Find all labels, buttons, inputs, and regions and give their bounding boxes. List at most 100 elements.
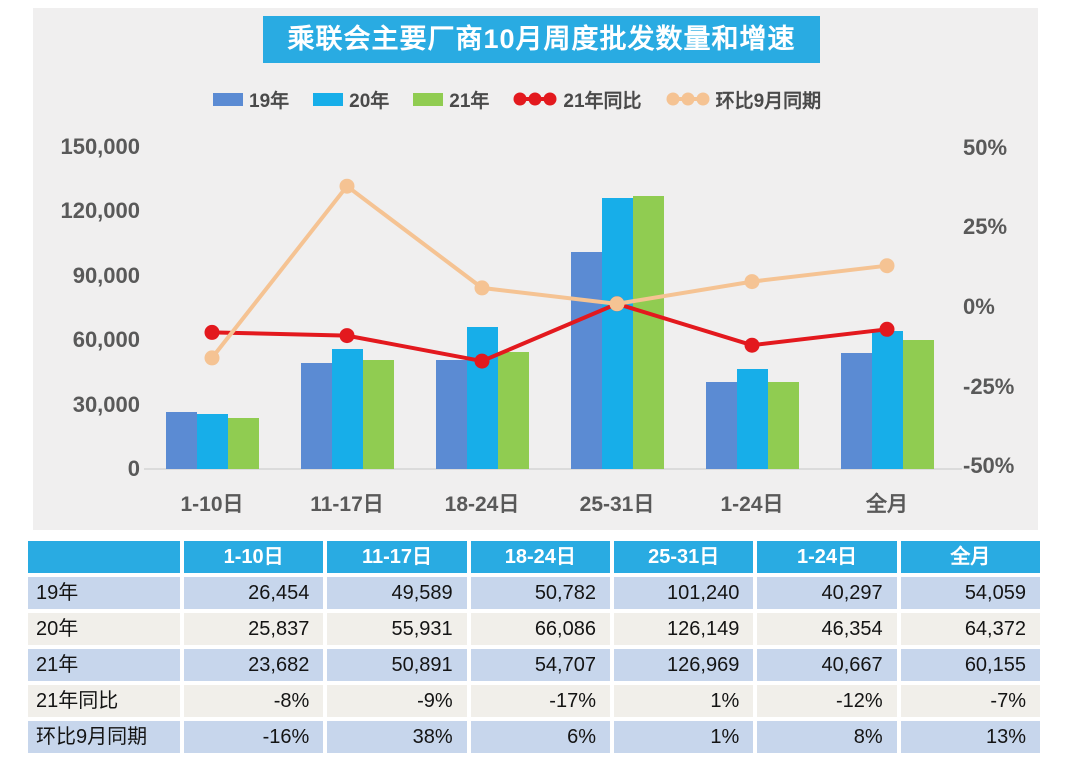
y-axis-tick-label: 30,000 — [72, 392, 140, 417]
legend-label: 21年同比 — [563, 90, 642, 112]
table-header-cell: 全月 — [900, 541, 1040, 573]
legend-dot — [513, 92, 527, 106]
legend-swatch-icon — [313, 92, 344, 106]
legend-item-19年: 19年 — [213, 86, 289, 113]
right-axis-tick-label: 50% — [963, 135, 1008, 160]
table-header-cell: 1-10日 — [184, 541, 324, 573]
legend-item-21年同比: 21年同比 — [513, 86, 642, 113]
table-cell: 101,240 — [613, 577, 754, 609]
legend-swatch-icon — [213, 92, 243, 106]
bar-21年 — [497, 352, 529, 469]
legend-label: 环比9月同期 — [715, 90, 822, 112]
table-row-label: 19年 — [28, 577, 180, 609]
right-axis-tick-label: -50% — [963, 453, 1015, 478]
table-cell: 64,372 — [900, 613, 1040, 645]
table-cell: 54,059 — [900, 577, 1040, 609]
bar-20年 — [466, 327, 498, 469]
table-header-cell: 25-31日 — [613, 541, 754, 573]
legend-label: 19年 — [249, 90, 290, 112]
bar-21年 — [632, 196, 664, 469]
legend-item-20年: 20年 — [313, 86, 389, 113]
table-cell: 66,086 — [470, 613, 610, 645]
table-row-label: 21年同比 — [28, 685, 180, 717]
bar-21年 — [767, 382, 799, 469]
x-axis-category-label: 1-10日 — [180, 493, 244, 516]
table-cell: 49,589 — [327, 577, 467, 609]
table-cell: -17% — [470, 685, 610, 717]
bar-19年 — [705, 382, 737, 469]
bar-20年 — [601, 198, 633, 469]
legend-dot — [666, 92, 680, 106]
table-cell: 1% — [613, 685, 754, 717]
table-row-label: 环比9月同期 — [28, 721, 180, 753]
table-cell: -16% — [184, 721, 324, 753]
table-row-label: 20年 — [28, 613, 180, 645]
table-cell: 26,454 — [184, 577, 324, 609]
legend-label: 21年 — [449, 90, 490, 112]
table-cell: 126,149 — [613, 613, 754, 645]
table-cell: 1% — [613, 721, 754, 753]
table-cell: -9% — [327, 685, 467, 717]
legend-item-21年: 21年 — [413, 86, 489, 113]
table-header-cell — [28, 541, 180, 573]
bar-19年 — [840, 353, 872, 469]
chart-title: 乘联会主要厂商10月周度批发数量和增速 — [263, 16, 820, 63]
data-table: 1-10日 11-17日 18-24日 25-31日 1-24日 全月 19年 26,454 4… — [28, 541, 1040, 753]
y-axis-tick-label: 120,000 — [60, 198, 140, 223]
legend-line-marker-icon — [513, 92, 557, 106]
table-header-cell: 18-24日 — [470, 541, 610, 573]
bar-19年 — [300, 363, 332, 469]
table-cell: 40,297 — [757, 577, 897, 609]
table-cell: 50,782 — [470, 577, 610, 609]
table-cell: -7% — [900, 685, 1040, 717]
bar-21年 — [902, 340, 934, 469]
legend-line-marker-icon — [666, 92, 710, 106]
table-cell: 55,931 — [327, 613, 467, 645]
bar-20年 — [871, 331, 903, 469]
table-cell: 13% — [900, 721, 1040, 753]
x-axis-category-label: 18-24日 — [444, 493, 520, 516]
legend-dot — [543, 92, 557, 106]
bar-20年 — [331, 349, 363, 469]
y-axis-tick-label: 90,000 — [72, 263, 140, 288]
x-axis-category-label: 全月 — [866, 493, 908, 516]
right-axis-tick-label: 0% — [963, 294, 995, 319]
x-axis-category-label: 25-31日 — [579, 493, 655, 516]
x-axis-category-label: 1-24日 — [720, 493, 784, 516]
table-header-cell: 1-24日 — [757, 541, 897, 573]
x-axis-line — [144, 468, 962, 470]
table-row-label: 21年 — [28, 649, 180, 681]
bar-19年 — [435, 360, 467, 469]
table-header-cell: 11-17日 — [327, 541, 467, 573]
legend-swatch-icon — [413, 92, 444, 106]
right-axis-tick-label: -25% — [963, 374, 1015, 399]
table-cell: 40,667 — [757, 649, 897, 681]
legend-dot — [528, 92, 542, 106]
table-cell: 6% — [470, 721, 610, 753]
bar-20年 — [196, 414, 228, 469]
y-axis-tick-label: 150,000 — [60, 134, 140, 159]
legend-item-环比9月同期: 环比9月同期 — [666, 86, 822, 113]
x-axis-category-label: 11-17日 — [310, 493, 384, 516]
table-cell: 8% — [757, 721, 897, 753]
table-cell: -12% — [757, 685, 897, 717]
chart-legend: 19年 20年 21年 21年同比 环比9月同期 — [213, 84, 821, 114]
table-cell: 46,354 — [757, 613, 897, 645]
legend-dot — [681, 92, 695, 106]
table-cell: 60,155 — [900, 649, 1040, 681]
table-cell: 25,837 — [184, 613, 324, 645]
legend-label: 20年 — [349, 90, 390, 112]
y-axis-tick-label: 60,000 — [72, 327, 140, 352]
table-cell: -8% — [184, 685, 324, 717]
bar-20年 — [736, 369, 768, 469]
table-cell: 50,891 — [327, 649, 467, 681]
table-cell: 23,682 — [184, 649, 324, 681]
y-axis-tick-label: 0 — [127, 456, 140, 481]
bar-21年 — [362, 360, 394, 469]
right-axis-tick-label: 25% — [963, 214, 1008, 239]
table-cell: 38% — [327, 721, 467, 753]
table-cell: 54,707 — [470, 649, 610, 681]
bar-19年 — [165, 412, 197, 469]
bar-21年 — [227, 418, 259, 469]
